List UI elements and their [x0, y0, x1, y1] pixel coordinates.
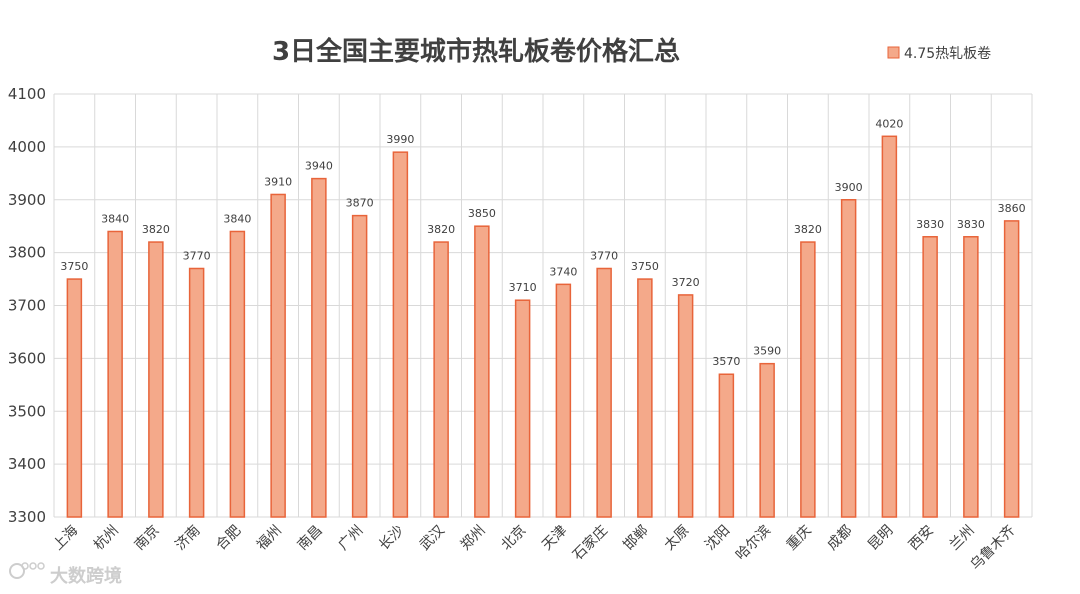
bar — [963, 236, 979, 518]
y-tick-label: 3400 — [8, 455, 46, 473]
bar — [637, 278, 653, 518]
bars — [66, 135, 1020, 518]
x-tick-label: 兰州 — [947, 523, 978, 554]
bar — [596, 267, 612, 518]
bar — [718, 373, 735, 518]
data-label: 3870 — [346, 197, 374, 210]
chart-title: 3日全国主要城市热轧板卷价格汇总 — [272, 36, 680, 67]
data-label: 3840 — [223, 212, 251, 225]
y-tick-label: 3900 — [8, 191, 46, 209]
y-tick-label: 4100 — [8, 85, 46, 103]
y-tick-label: 3300 — [8, 508, 46, 526]
data-label: 3840 — [101, 212, 129, 225]
legend: 4.75热轧板卷 — [887, 46, 991, 62]
data-label: 3830 — [916, 218, 944, 231]
x-tick-label: 武汉 — [417, 523, 448, 554]
y-tick-label: 3700 — [8, 297, 46, 315]
grid — [53, 93, 1033, 518]
data-label: 3910 — [264, 175, 292, 188]
data-label: 3750 — [631, 260, 659, 273]
data-label: 3820 — [142, 223, 170, 236]
watermark-text: 大数跨境 — [50, 565, 122, 587]
y-tick-label: 3800 — [8, 244, 46, 262]
x-tick-label: 福州 — [254, 523, 285, 554]
x-tick-label: 南京 — [132, 523, 163, 554]
x-tick-label: 天津 — [539, 523, 570, 554]
data-label: 3820 — [427, 223, 455, 236]
bar — [1003, 220, 1020, 518]
data-label: 3860 — [998, 202, 1026, 215]
bar — [881, 135, 898, 518]
data-label: 3990 — [386, 133, 414, 146]
bar — [188, 267, 205, 518]
data-label: 3740 — [549, 265, 577, 278]
x-tick-label: 郑州 — [458, 523, 489, 554]
x-tick-label: 杭州 — [91, 523, 122, 554]
x-tick-label: 南昌 — [295, 523, 326, 554]
x-tick-label: 乌鲁木齐 — [968, 523, 1019, 574]
data-labels: 3750 3840 3820 3770 3840 3910 3940 3870 3990 3820… — [60, 117, 1025, 368]
legend-swatch — [887, 46, 900, 59]
bar — [840, 199, 857, 518]
data-label: 4020 — [875, 117, 903, 130]
bar — [433, 241, 449, 518]
bar — [351, 214, 368, 518]
x-tick-label: 石家庄 — [569, 522, 611, 564]
data-label: 3770 — [590, 249, 618, 262]
x-tick-label: 长沙 — [376, 523, 407, 554]
bar — [677, 294, 694, 518]
y-tick-label: 4000 — [8, 138, 46, 156]
x-tick-label: 昆明 — [865, 523, 896, 554]
weibo-like-logo-icon — [9, 562, 45, 579]
data-label: 3850 — [468, 207, 496, 220]
data-label: 3820 — [794, 223, 822, 236]
x-tick-label: 北京 — [498, 523, 529, 554]
bar — [392, 151, 409, 518]
bar — [514, 299, 531, 518]
bar — [922, 236, 938, 518]
data-label: 3570 — [712, 355, 740, 368]
data-label: 3940 — [305, 160, 333, 173]
data-label: 3900 — [835, 181, 863, 194]
bar — [107, 230, 123, 518]
bar — [311, 177, 327, 518]
x-tick-label: 广州 — [335, 523, 366, 554]
data-label: 3830 — [957, 218, 985, 231]
data-label: 3770 — [183, 249, 211, 262]
x-tick-label: 沈阳 — [702, 523, 733, 554]
bar — [555, 283, 572, 518]
watermark: 大数跨境 — [9, 562, 122, 587]
x-tick-label: 西安 — [906, 523, 937, 554]
bar — [270, 193, 286, 518]
legend-label: 4.75热轧板卷 — [904, 46, 991, 62]
x-tick-label: 太原 — [661, 523, 692, 554]
bar — [759, 362, 775, 518]
x-tick-label: 济南 — [172, 523, 203, 554]
x-tick-label: 哈尔滨 — [733, 523, 774, 564]
data-label: 3720 — [672, 276, 700, 289]
data-label: 3590 — [753, 345, 781, 358]
y-tick-label: 3500 — [8, 402, 46, 420]
data-label: 3710 — [509, 281, 537, 294]
bar — [148, 241, 164, 518]
y-tick-label: 3600 — [8, 349, 46, 367]
y-axis: 3300 3400 3500 3600 3700 3800 3900 4000 4100 — [8, 85, 46, 526]
bar — [800, 241, 816, 518]
bar — [66, 278, 83, 518]
data-label: 3750 — [60, 260, 88, 273]
x-tick-label: 上海 — [50, 523, 81, 554]
x-tick-label: 邯郸 — [621, 523, 652, 554]
bar — [229, 230, 246, 518]
x-tick-label: 重庆 — [784, 523, 815, 554]
bar — [474, 225, 490, 518]
x-tick-label: 合肥 — [213, 523, 244, 554]
x-axis: 上海 杭州 南京 济南 合肥 福州 南昌 广州 长沙 武汉 郑州 北京 天津 石家庄 邯郸 太原 沈阳 哈尔滨 重庆… — [50, 522, 1018, 574]
x-tick-label: 成都 — [824, 523, 855, 554]
